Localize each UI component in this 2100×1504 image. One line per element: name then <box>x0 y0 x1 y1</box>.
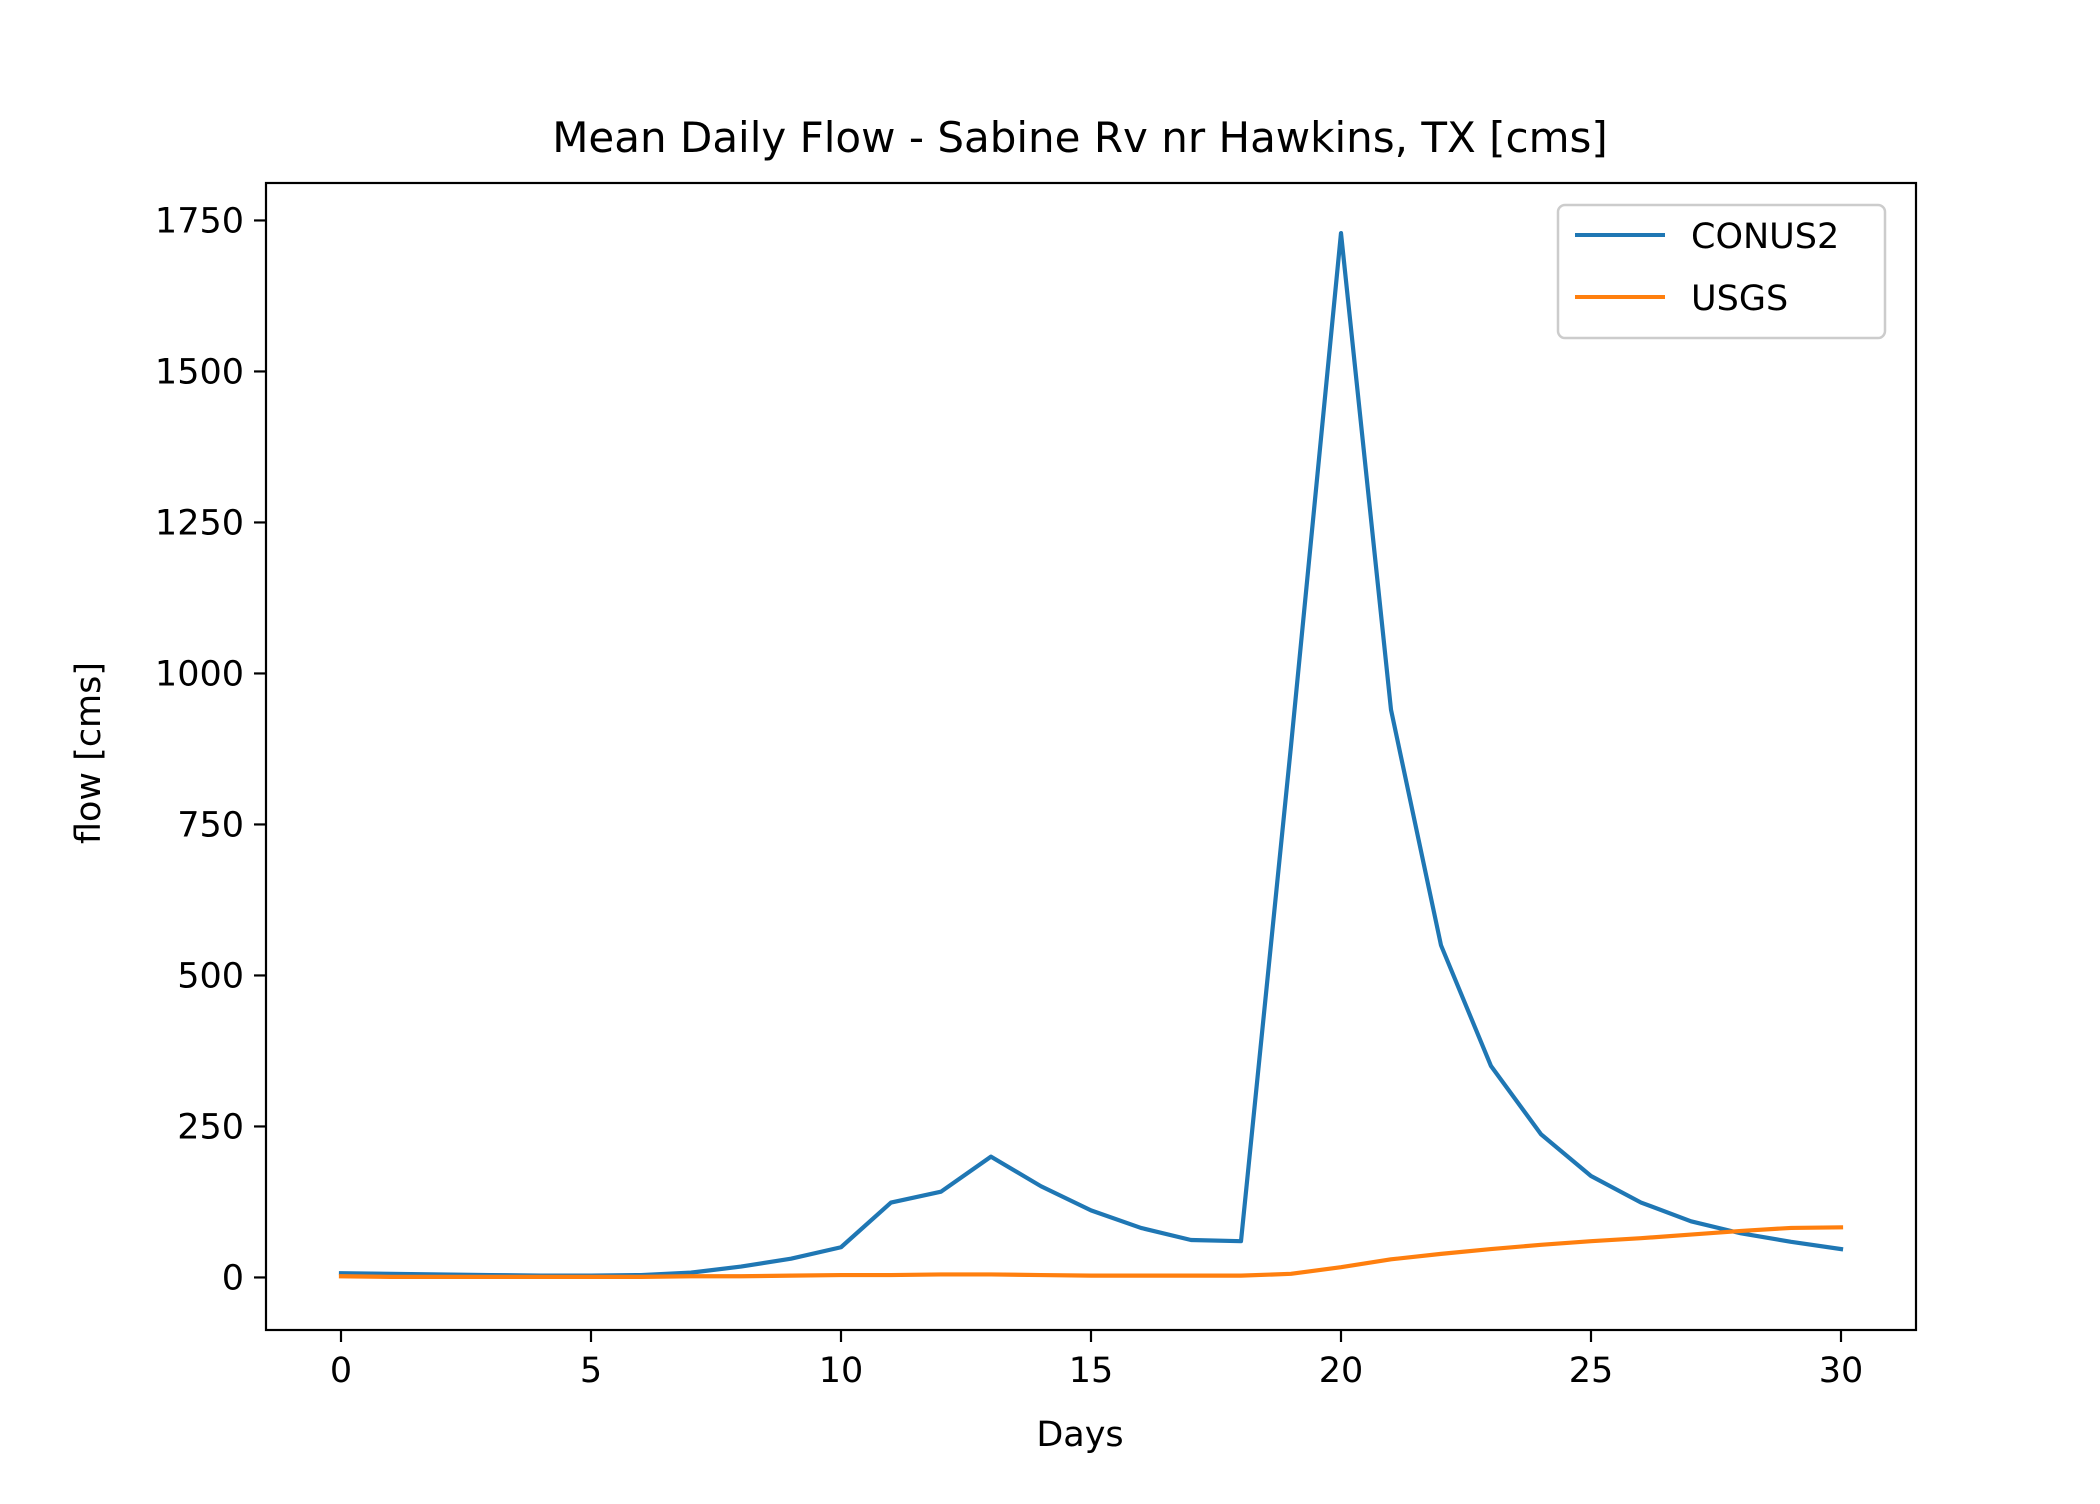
x-tick-label: 15 <box>1069 1351 1114 1391</box>
y-tick-label: 750 <box>177 805 244 845</box>
y-axis-label: flow [cms] <box>69 662 109 844</box>
y-tick-label: 250 <box>177 1107 244 1147</box>
legend-label-conus2: CONUS2 <box>1691 217 1839 257</box>
y-tick-label: 1000 <box>155 654 244 694</box>
x-tick-label: 5 <box>580 1351 602 1391</box>
y-tick-label: 1250 <box>155 503 244 543</box>
y-tick-label: 0 <box>222 1258 244 1298</box>
chart-title: Mean Daily Flow - Sabine Rv nr Hawkins, … <box>552 113 1608 162</box>
legend-label-usgs: USGS <box>1691 279 1788 319</box>
x-tick-label: 20 <box>1319 1351 1364 1391</box>
x-tick-label: 10 <box>819 1351 864 1391</box>
y-tick-label: 500 <box>177 956 244 996</box>
x-axis-label: Days <box>1036 1415 1123 1455</box>
legend-frame <box>1556 203 1887 340</box>
x-tick-label: 25 <box>1569 1351 1614 1391</box>
series-line-usgs <box>338 1225 1844 1279</box>
legend: CONUS2 USGS <box>1556 203 1887 340</box>
plot-area: 0 5 10 15 20 25 30 0 250 500 750 1000 1250 1500 1750 <box>155 181 1918 1391</box>
y-tick-label: 1500 <box>155 352 244 392</box>
x-tick-label: 30 <box>1819 1351 1864 1391</box>
x-tick-label: 0 <box>330 1351 352 1391</box>
y-tick-label: 1750 <box>155 201 244 241</box>
